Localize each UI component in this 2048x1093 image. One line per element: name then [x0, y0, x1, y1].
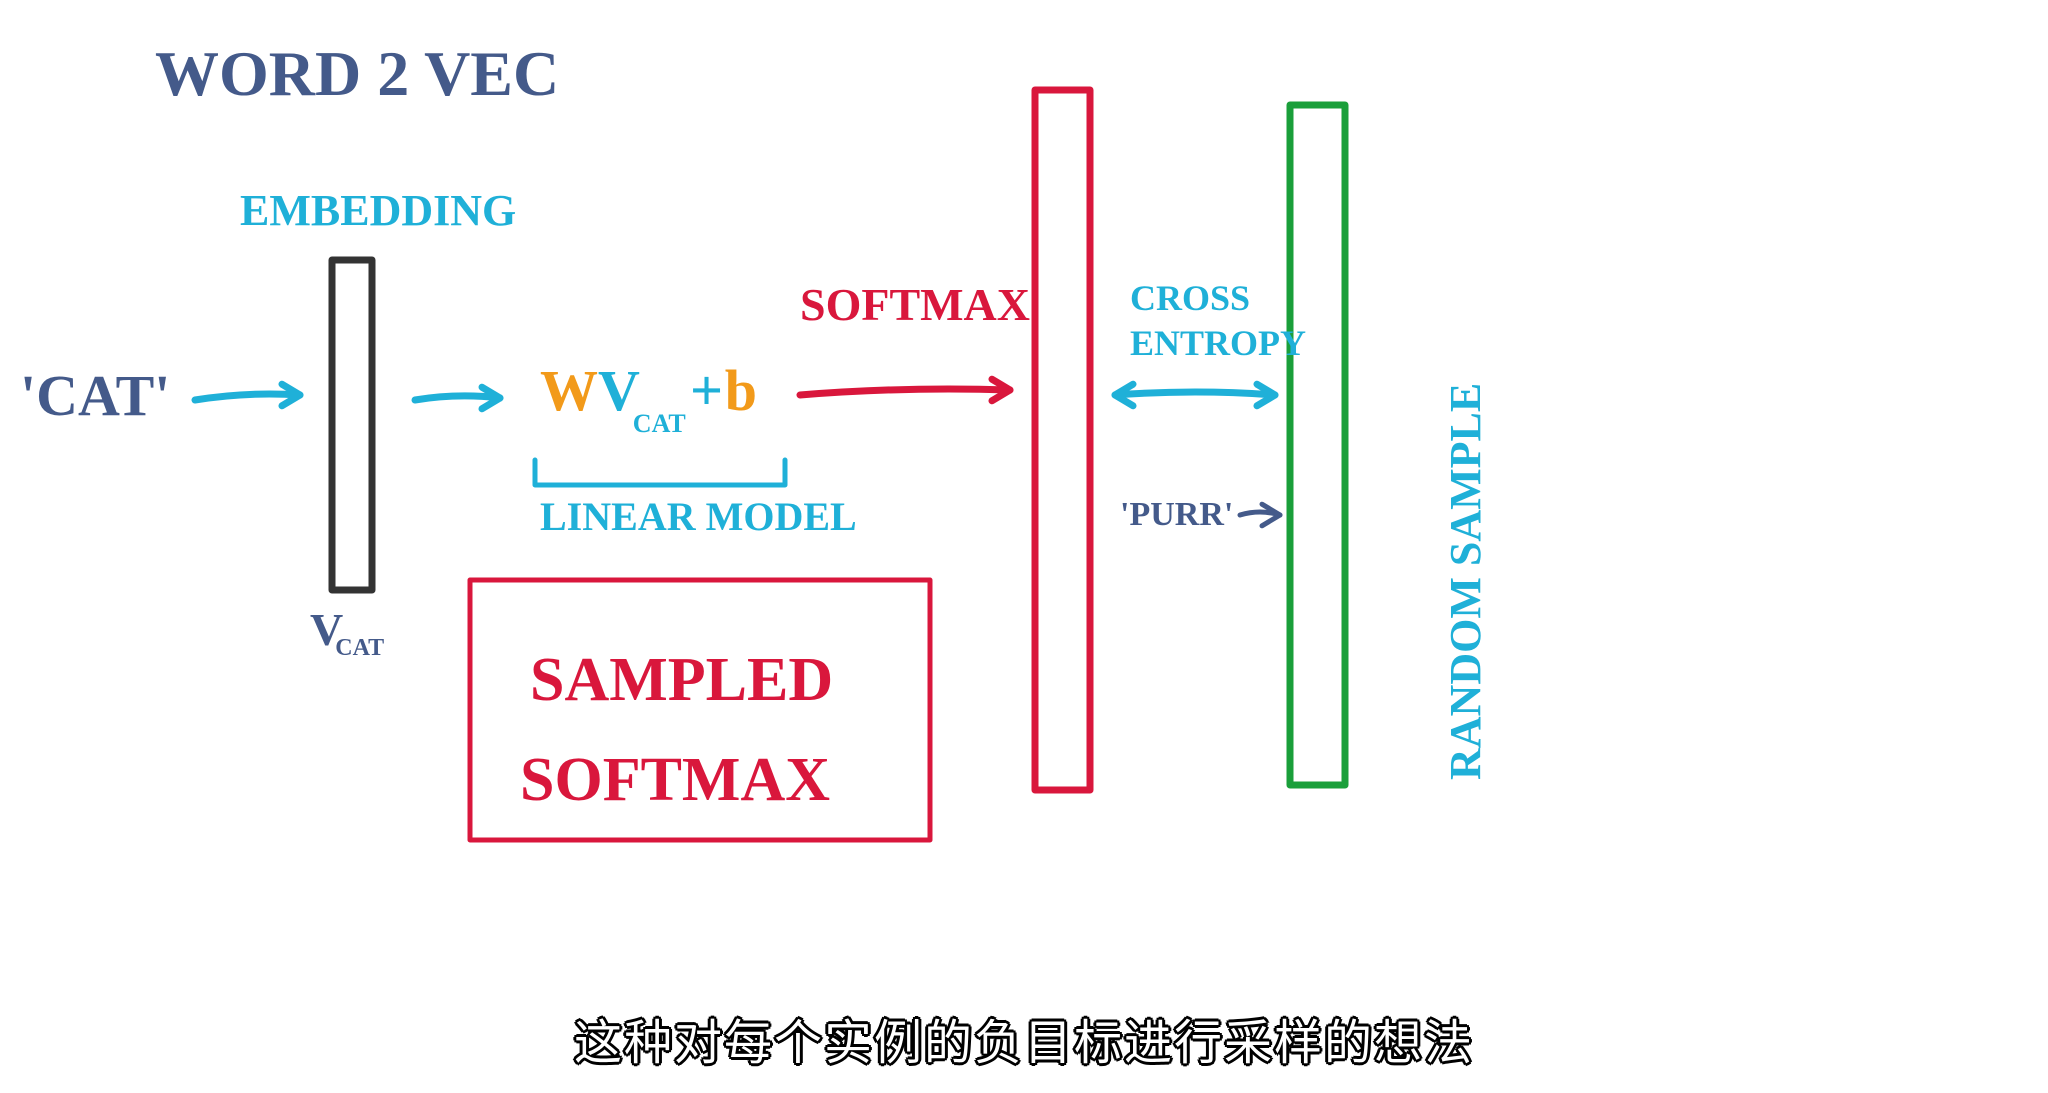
softmax_box — [1035, 90, 1090, 790]
svg-text:W: W — [540, 358, 598, 423]
video-subtitle: 这种对每个实例的负目标进行采样的想法 — [0, 1003, 2048, 1073]
svg-text:b: b — [725, 358, 757, 423]
label-random-sample: RANDOM SAMPLE — [1441, 383, 1490, 780]
svg-text:CAT: CAT — [633, 409, 686, 438]
arrow-purr_arrow — [1240, 504, 1280, 526]
label-vcat: VCAT — [310, 604, 384, 661]
linear-model-bracket — [535, 460, 785, 485]
arrow-cat_to_emb — [195, 384, 300, 406]
embedding_box — [332, 260, 372, 590]
arrow-cross_ent — [1115, 384, 1275, 406]
title-word2vec: WORD 2 VEC — [155, 38, 559, 109]
label-entropy: ENTROPY — [1130, 323, 1306, 363]
label-sampled-softmax: SOFTMAX — [520, 746, 830, 814]
target_box — [1290, 105, 1345, 785]
formula-wvcat-b: WVCAT+b — [540, 358, 757, 438]
label-sampled: SAMPLED — [530, 646, 833, 714]
label-cross: CROSS — [1130, 278, 1250, 318]
label-linear-model: LINEAR MODEL — [540, 494, 857, 539]
label-cat: 'CAT' — [20, 363, 170, 428]
label-purr: 'PURR' — [1120, 496, 1233, 533]
label-softmax: SOFTMAX — [800, 279, 1030, 330]
diagram-canvas: WORD 2 VEC EMBEDDING 'CAT' LINEAR MODEL SOFT… — [0, 0, 2048, 1093]
svg-text:CAT: CAT — [335, 635, 384, 661]
label-embedding: EMBEDDING — [240, 186, 516, 235]
svg-text:+: + — [690, 358, 723, 423]
arrow-lin_to_soft — [800, 379, 1010, 401]
arrow-emb_to_lin — [415, 387, 500, 409]
